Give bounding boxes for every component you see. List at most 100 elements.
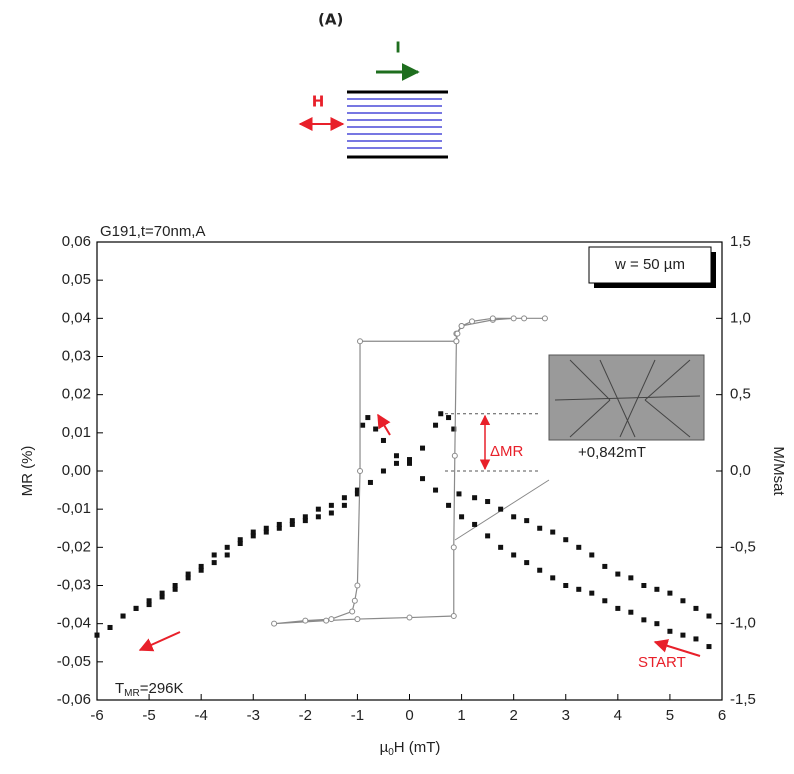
magnetization-point [302, 617, 309, 624]
x-sub: 0 [388, 747, 394, 758]
mr-point [120, 613, 126, 619]
legend-box [588, 246, 712, 284]
mr-point [407, 460, 412, 466]
mr-point [146, 602, 152, 608]
mr-point [456, 491, 462, 497]
y2-tick-label: 1,5 [730, 233, 751, 250]
mr-point [706, 613, 712, 619]
magnetization-line [274, 317, 545, 625]
y2-axis-label: M/Msat [770, 446, 787, 496]
x-tick-label: 1 [457, 707, 465, 724]
y-tick-label: 0,06 [62, 233, 91, 250]
mr-point [485, 533, 491, 539]
schematic: (A) H I [298, 11, 448, 159]
mr-point [380, 468, 386, 474]
mr-point [615, 571, 621, 577]
magnetization-point [451, 452, 458, 459]
mr-point [237, 537, 243, 543]
magnetization-point [450, 613, 457, 620]
mr-point [367, 479, 373, 485]
mr-point [224, 552, 230, 558]
temperature-label: TMR=296K [115, 680, 184, 699]
x-rest: H (mT) [394, 739, 441, 756]
mr-point [615, 605, 621, 611]
mr-point [302, 518, 308, 524]
mr-point [263, 525, 269, 531]
mr-point [198, 563, 204, 569]
mr-point [328, 502, 334, 508]
mr-point [628, 609, 634, 615]
mr-point [198, 567, 204, 573]
mr-point [589, 590, 595, 596]
delta-label: ΔMR [490, 443, 524, 460]
mr-point [433, 487, 439, 493]
y-tick-label: -0,03 [57, 576, 91, 593]
mr-point [237, 541, 243, 547]
mr-point [654, 621, 660, 627]
x-tick-label: 5 [666, 707, 674, 724]
sample-label: G191,t=70nm,A [100, 223, 205, 240]
magnetization-point [453, 338, 460, 345]
mr-point [667, 628, 673, 634]
mr-point [211, 560, 217, 566]
magnetization-point [541, 315, 548, 322]
y-tick-label: 0,03 [62, 347, 91, 364]
y-tick-label: -0,05 [57, 653, 91, 670]
mr-point [485, 499, 491, 505]
mr-point [511, 514, 517, 520]
mr-point [628, 575, 634, 581]
mr-point [172, 586, 178, 592]
x-tick-label: -2 [299, 707, 312, 724]
sem-inset [548, 354, 705, 441]
field-label: H [312, 93, 325, 111]
magnetization-point [450, 544, 457, 551]
y-tick-label: 0,05 [62, 271, 91, 288]
mr-point [107, 624, 113, 630]
current-label: I [395, 39, 401, 57]
mr-point [380, 437, 386, 443]
mr-point [341, 495, 347, 501]
mr-point [641, 617, 647, 623]
magnetization-point [406, 614, 413, 621]
x-tick-label: 2 [509, 707, 517, 724]
magnetization-point [349, 608, 356, 615]
mr-point [498, 506, 504, 512]
mr-point [393, 460, 399, 466]
mr-point [289, 518, 295, 524]
mr-point [446, 415, 452, 421]
mr-point [602, 598, 608, 604]
mr-point [276, 525, 282, 531]
y-tick-label: 0,01 [62, 424, 91, 441]
mr-point [172, 583, 178, 588]
mr-point [537, 525, 543, 531]
mr-point [133, 605, 139, 611]
magnetization-point [328, 616, 335, 623]
mr-point [680, 598, 686, 604]
mr-point [433, 422, 439, 428]
mr-point [602, 563, 608, 569]
mr-point [407, 457, 412, 463]
magnetization-point [354, 616, 361, 623]
inset-texture [554, 359, 701, 438]
y2-tick-label: 1,0 [730, 309, 751, 326]
mr-point [360, 422, 366, 428]
x-main: µ [380, 739, 389, 756]
mr-point [693, 636, 699, 642]
start-label: START [638, 654, 686, 671]
mr-point [146, 598, 152, 604]
mr-point [289, 521, 295, 527]
mr-point [451, 426, 457, 432]
t-main: T [115, 680, 124, 697]
y-tick-label: -0,04 [57, 615, 91, 632]
mr-point [373, 426, 379, 432]
y-tick-label: 0,04 [62, 309, 91, 326]
y-tick-label: -0,06 [57, 691, 91, 708]
magnetization-point [510, 315, 517, 322]
mr-point [472, 495, 478, 501]
magnetization-point [323, 617, 330, 624]
mr-point [511, 552, 517, 558]
mr-point [563, 537, 569, 543]
y2-tick-label: -0,5 [730, 538, 756, 555]
mr-point [472, 521, 478, 527]
